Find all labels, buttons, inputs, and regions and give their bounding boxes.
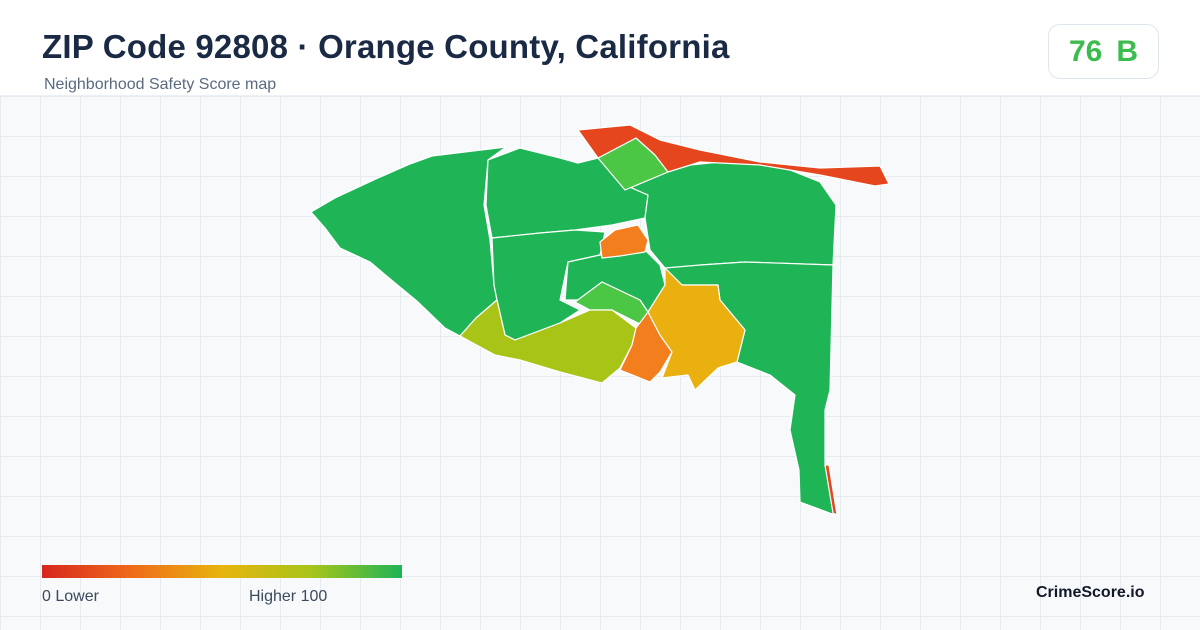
safety-score-badge: 76 B bbox=[1048, 24, 1159, 79]
map-region-west[interactable] bbox=[310, 146, 507, 337]
legend-low-label: 0 Lower bbox=[42, 588, 99, 605]
map-region-southeast-sliver[interactable] bbox=[824, 464, 838, 516]
brand-logo-text[interactable]: CrimeScore.io bbox=[1036, 584, 1145, 601]
legend-color-scale bbox=[42, 565, 402, 578]
safety-score-value: 76 bbox=[1068, 34, 1103, 68]
header: ZIP Code 92808 · Orange County, Californ… bbox=[0, 0, 1200, 96]
page-title: ZIP Code 92808 · Orange County, Californ… bbox=[42, 28, 730, 65]
legend-high-label: Higher 100 bbox=[249, 588, 328, 605]
map-region-south-yellowgreen[interactable] bbox=[459, 299, 637, 384]
map-region-north-strip[interactable] bbox=[577, 124, 890, 187]
page-subtitle: Neighborhood Safety Score map bbox=[44, 76, 277, 93]
safety-grade: B bbox=[1116, 34, 1139, 68]
map-region-amber[interactable] bbox=[647, 267, 746, 391]
map-region-center-orange[interactable] bbox=[599, 224, 649, 259]
